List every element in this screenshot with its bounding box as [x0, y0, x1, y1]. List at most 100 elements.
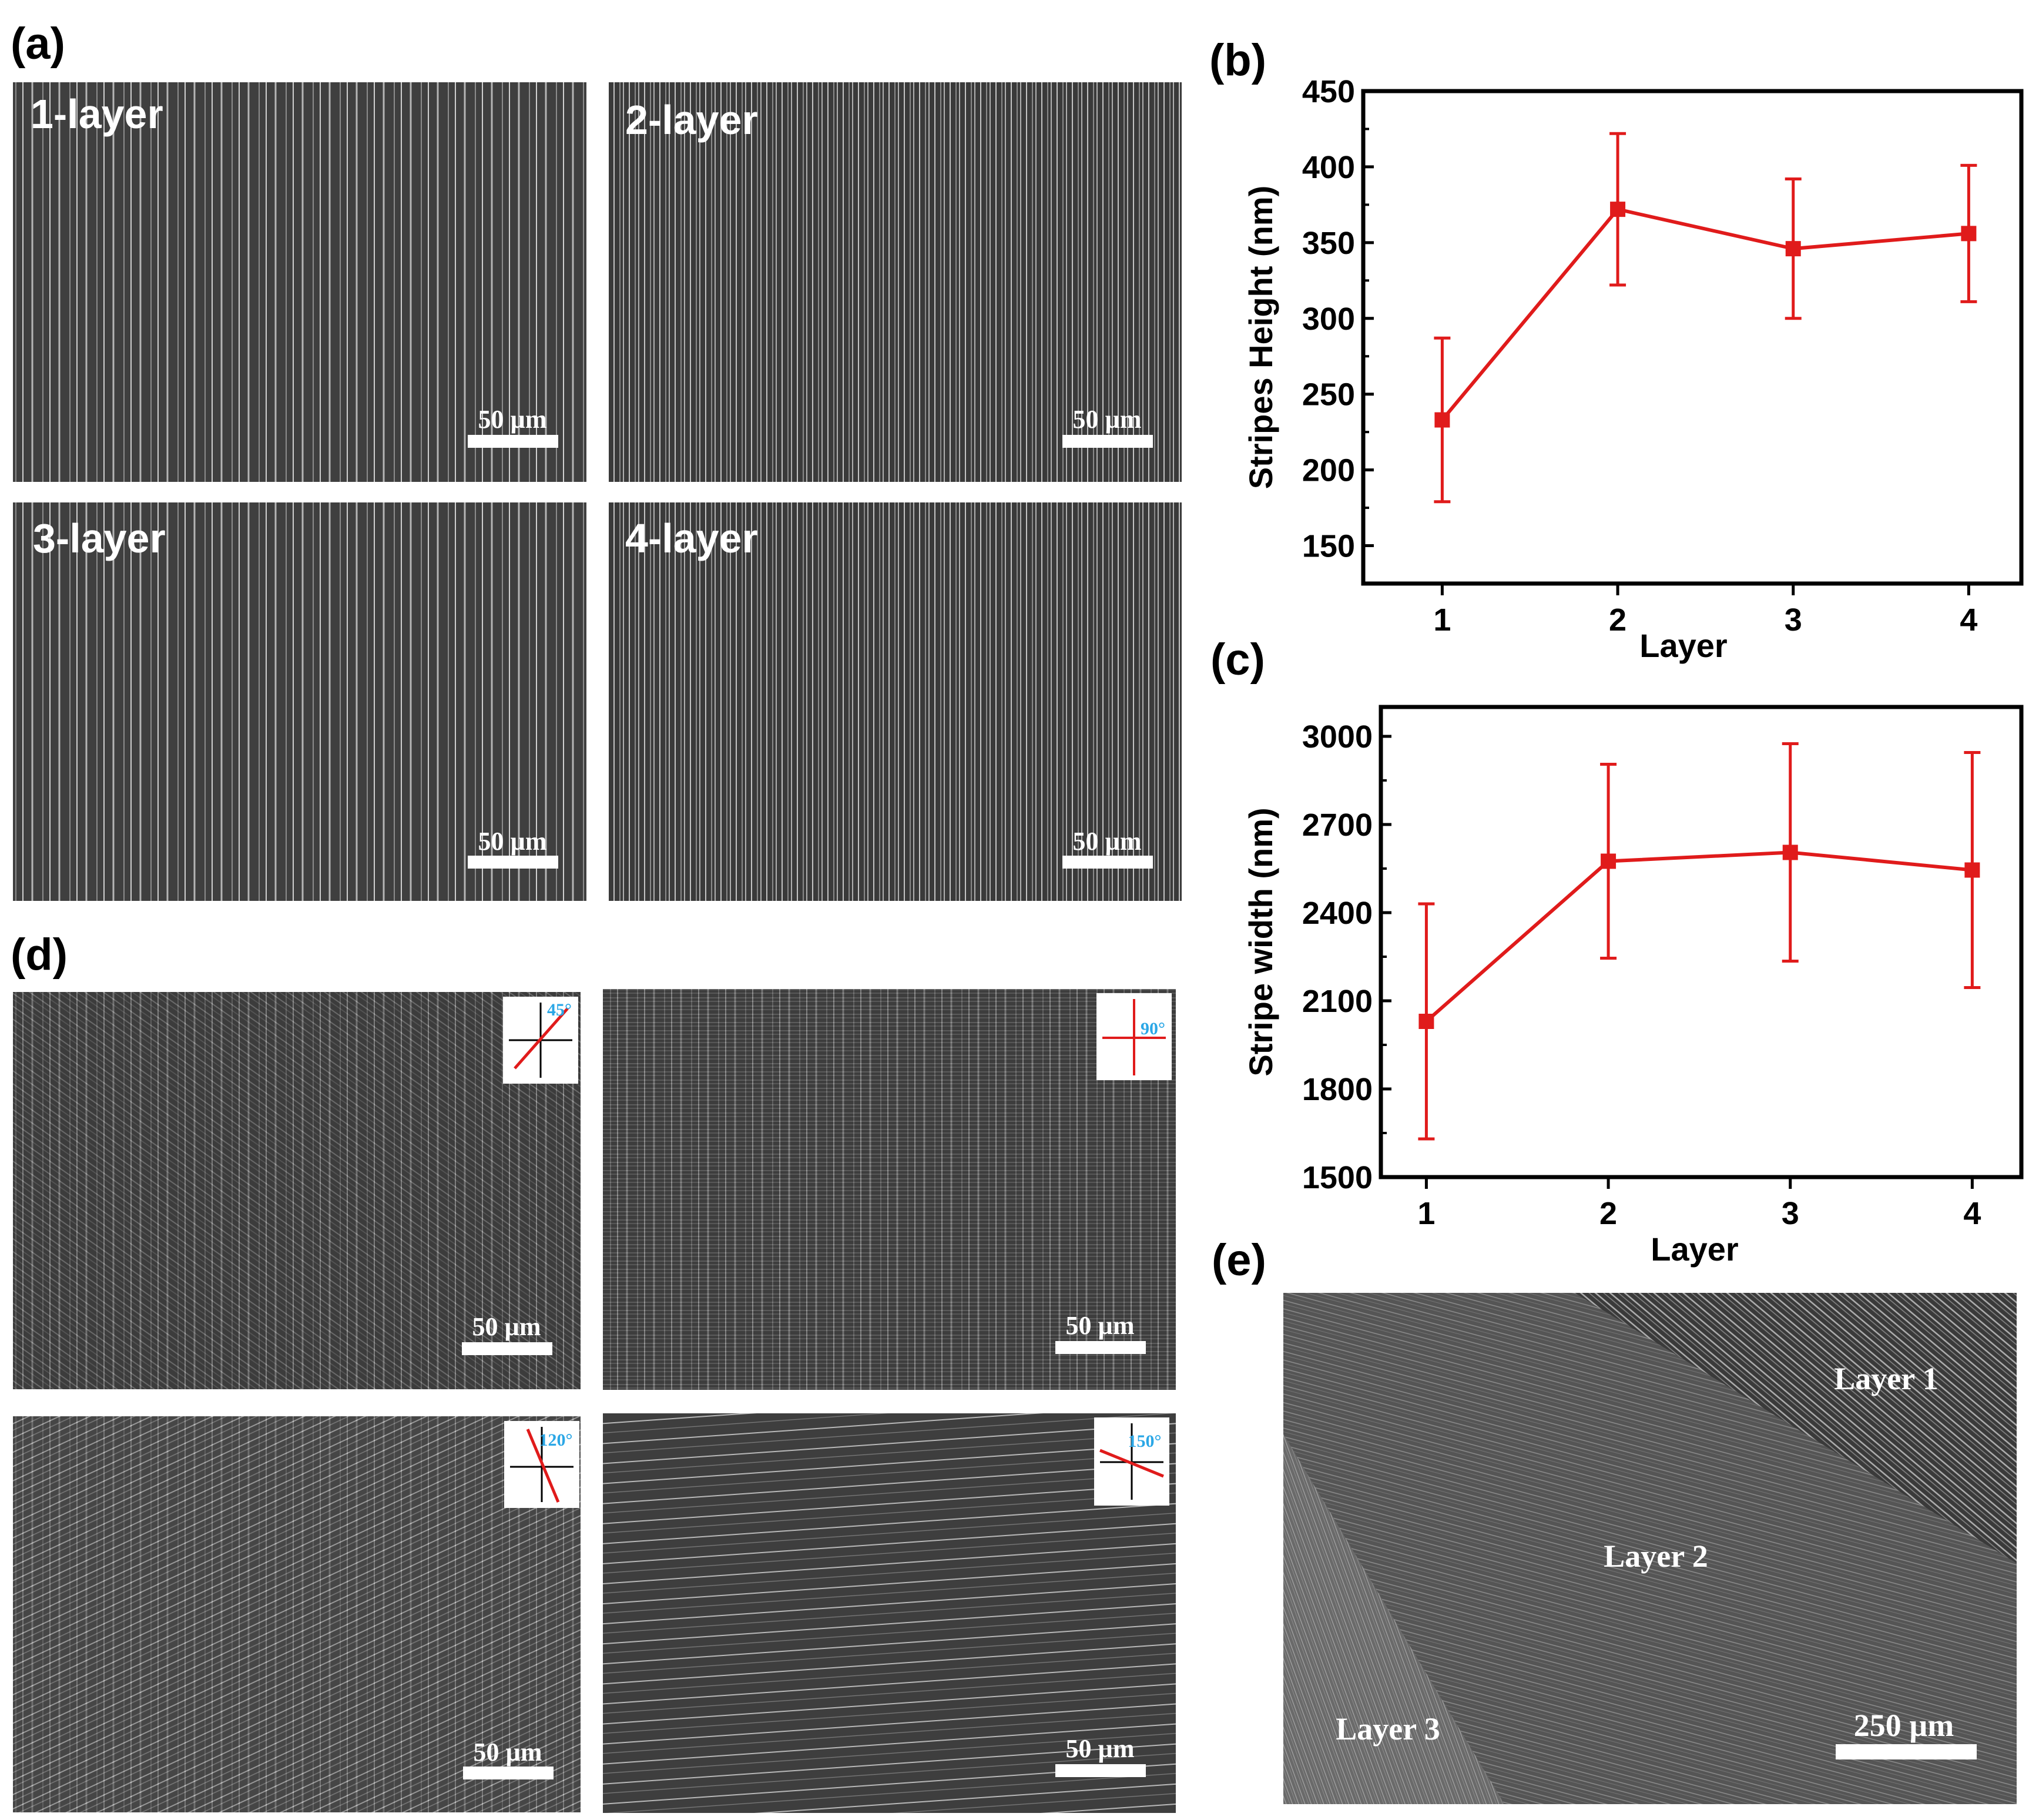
scale-bar-text: 50 µm: [1065, 1311, 1134, 1340]
scale-bar-text: 50 µm: [1065, 1734, 1134, 1763]
y-tick-label: 350: [1302, 226, 1355, 261]
x-tick-label: 2: [1599, 1196, 1617, 1231]
panel-d-image-2: 90° 50 µm: [603, 989, 1176, 1390]
panel-d-image-1: 45° 50 µm: [13, 992, 581, 1389]
sem-image: [609, 82, 1182, 482]
layer3-region: [1283, 1434, 1504, 1804]
angle-inset: 90°: [1096, 993, 1172, 1080]
x-axis-title: Layer: [1639, 627, 1727, 664]
scale-bar-text: 50 µm: [478, 827, 546, 856]
tick-marks: [1381, 735, 1974, 1189]
y-tick-label: 3000: [1302, 719, 1373, 755]
x-tick-label: 4: [1963, 1196, 1981, 1231]
scale-bar: [1062, 435, 1153, 448]
y-tick-labels: 1500 1800 2100 2400 2700 3000: [1302, 719, 1373, 1195]
panel-b-label: (b): [1209, 35, 1266, 85]
angle-inset: 45°: [503, 997, 578, 1084]
scale-bar: [1836, 1744, 1977, 1759]
y-tick-label: 400: [1302, 150, 1355, 185]
layer1-region: [1575, 1293, 2017, 1563]
sem-image: [13, 502, 586, 901]
x-tick-label: 1: [1433, 602, 1451, 638]
scale-bar-text: 250 µm: [1854, 1708, 1954, 1743]
stripes-height-chart: 150 200 250 300 350 400 450 1 2 3 4 Layer Stripes…: [1242, 74, 2024, 664]
data-point: [1434, 412, 1450, 428]
panel-e-label: (e): [1212, 1235, 1266, 1285]
sem-overlay: [13, 1416, 581, 1812]
angle-inset: 120°: [504, 1421, 579, 1508]
image-label: 3-layer: [33, 515, 166, 561]
x-tick-label: 1: [1417, 1196, 1435, 1231]
data-point: [1610, 202, 1626, 217]
series-line: [1434, 132, 1977, 504]
y-tick-label: 200: [1302, 453, 1355, 488]
panel-a-label: (a): [11, 19, 65, 69]
y-axis-title: Stripe width (nm): [1242, 807, 1279, 1076]
stripe-width-chart: 1500 1800 2100 2400 2700 3000 1 2 3 4 Layer Stri…: [1242, 705, 2024, 1268]
y-tick-label: 250: [1302, 377, 1355, 413]
scale-bar-text: 50 µm: [1072, 827, 1141, 856]
layer-2-label: Layer 2: [1604, 1539, 1708, 1574]
x-tick-label: 4: [1960, 602, 1977, 638]
scale-bar-text: 50 µm: [472, 1312, 541, 1341]
y-tick-label: 2100: [1302, 984, 1373, 1019]
angle-label: 150°: [1128, 1432, 1162, 1451]
y-tick-label: 150: [1302, 529, 1355, 564]
image-label: 4-layer: [625, 515, 758, 561]
tick-marks: [1363, 89, 1970, 595]
data-point: [1782, 844, 1798, 860]
scale-bar: [1055, 1341, 1146, 1354]
x-tick-labels: 1 2 3 4: [1417, 1196, 1981, 1231]
panel-a-image-2: 2-layer 50 µm: [609, 82, 1182, 482]
image-label: 1-layer: [31, 91, 163, 137]
angle-label: 90°: [1141, 1019, 1165, 1038]
y-tick-label: 1800: [1302, 1072, 1373, 1107]
scale-bar: [1055, 1764, 1146, 1777]
x-tick-label: 2: [1609, 602, 1626, 638]
scale-bar: [1062, 856, 1153, 869]
sem-overlay: [603, 989, 1176, 1390]
layer-1-label: Layer 1: [1834, 1361, 1938, 1396]
data-point: [1418, 1014, 1434, 1029]
scale-bar: [462, 1342, 552, 1355]
x-axis-title: Layer: [1651, 1231, 1738, 1268]
data-point: [1785, 241, 1801, 257]
series-polyline: [1441, 207, 1969, 421]
series-polyline: [1425, 850, 1973, 1023]
y-tick-label: 300: [1302, 301, 1355, 337]
plot-frame: [1379, 705, 2024, 1179]
y-tick-label: 2700: [1302, 807, 1373, 843]
scale-bar: [468, 856, 558, 869]
scale-bar-text: 50 µm: [1072, 405, 1141, 434]
sem-image: [609, 502, 1182, 901]
sem-image: [603, 1413, 1176, 1813]
panel-a-image-3: 3-layer 50 µm: [13, 502, 586, 901]
angle-label: 120°: [539, 1430, 573, 1450]
data-point: [1601, 853, 1617, 869]
y-tick-label: 1500: [1302, 1160, 1373, 1195]
data-point: [1961, 226, 1977, 242]
y-tick-labels: 150 200 250 300 350 400 450: [1302, 74, 1355, 564]
panel-d-image-3: 120° 50 µm: [13, 1416, 581, 1812]
layer-3-label: Layer 3: [1336, 1711, 1440, 1747]
scale-bar: [468, 435, 558, 448]
sem-image: [13, 82, 586, 482]
data-point: [1964, 862, 1980, 878]
x-tick-label: 3: [1785, 602, 1802, 638]
series-line: [1418, 742, 1981, 1141]
y-tick-label: 2400: [1302, 896, 1373, 931]
angle-label: 45°: [547, 1000, 572, 1020]
panel-a-image-4: 4-layer 50 µm: [609, 502, 1182, 901]
x-tick-labels: 1 2 3 4: [1433, 602, 1977, 638]
y-axis-title: Stripes Height (nm): [1242, 186, 1279, 489]
angle-inset: 150°: [1094, 1417, 1169, 1506]
panel-e-image: Layer 1 Layer 2 Layer 3 250 µm: [1283, 1293, 2017, 1804]
y-tick-label: 450: [1302, 74, 1355, 109]
image-label: 2-layer: [625, 97, 758, 143]
x-tick-label: 3: [1782, 1196, 1799, 1231]
sem-overlay: [13, 992, 581, 1389]
plot-frame: [1361, 89, 2024, 586]
scale-bar-text: 50 µm: [473, 1738, 542, 1767]
panel-d-image-4: 150° 50 µm: [603, 1413, 1176, 1813]
